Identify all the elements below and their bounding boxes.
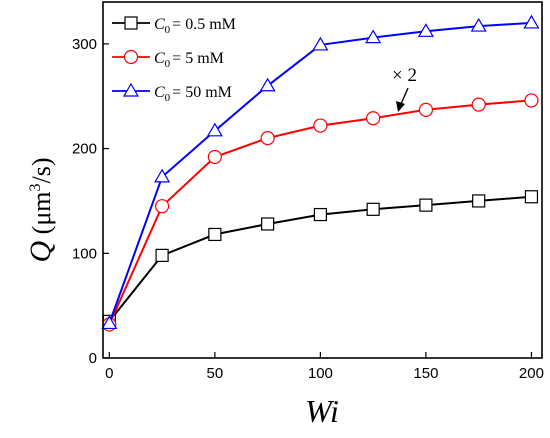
data-point-square <box>524 190 539 204</box>
legend-entry-2: C0 = 50 mM <box>112 82 232 104</box>
data-point-square <box>313 207 327 222</box>
y-axis-title: Q (μm3/s) <box>24 158 57 263</box>
x-tick-label: 200 <box>519 365 544 382</box>
data-point-triangle <box>365 29 382 44</box>
data-point-square <box>155 248 169 262</box>
axes-layer: 0 50 100 150 200 0 100 200 300 <box>72 36 544 382</box>
data-point-circle <box>154 199 170 214</box>
legend-entry-0: C0 = 0.5 mM <box>112 16 236 36</box>
x-tick-label: 0 <box>105 365 113 382</box>
data-point-square <box>419 198 433 212</box>
data-point-circle <box>524 93 539 108</box>
legend-label-1: C0 = 5 mM <box>154 50 224 70</box>
data-point-square <box>208 227 222 242</box>
data-point-triangle <box>101 315 118 330</box>
data-point-square <box>261 217 275 231</box>
data-point-circle <box>471 97 486 112</box>
data-point-circle <box>260 131 275 146</box>
annotation-times-two: × 2 <box>392 65 417 112</box>
y-tick-label: 0 <box>89 350 97 367</box>
data-point-triangle <box>206 122 223 137</box>
data-point-triangle <box>154 168 171 183</box>
data-point-triangle <box>259 77 276 92</box>
data-point-square <box>366 202 380 216</box>
legend-marker-triangle <box>122 82 140 97</box>
data-point-circle <box>418 102 434 117</box>
annotation-arrow-head <box>396 101 405 112</box>
plot-frame <box>102 1 543 359</box>
annotation-arrow-shaft <box>400 87 409 105</box>
x-tick-label: 50 <box>207 365 224 382</box>
legend-label-2: C0 = 50 mM <box>154 84 232 104</box>
y-tick-label: 200 <box>72 141 97 158</box>
legend-label-0: C0 = 0.5 mM <box>154 16 236 36</box>
data-point-triangle <box>523 14 540 29</box>
annotation-label: × 2 <box>392 65 417 86</box>
legend-marker-circle <box>123 49 139 65</box>
data-point-circle <box>207 149 222 165</box>
y-tick-label: 300 <box>72 36 97 53</box>
data-point-circle <box>313 118 328 133</box>
legend-marker-square <box>124 16 138 30</box>
data-point-triangle <box>312 36 329 51</box>
series-line-2 <box>108 21 532 324</box>
series-layer <box>101 14 540 332</box>
legend-entry-1: C0 = 5 mM <box>112 49 224 70</box>
x-tick-label: 150 <box>413 365 438 382</box>
y-tick-label: 100 <box>72 245 97 262</box>
data-point-triangle <box>417 23 434 37</box>
legend: C0 = 0.5 mM C0 = 5 mM C0 = 50 mM <box>112 16 236 104</box>
data-point-triangle <box>470 17 487 32</box>
data-point-circle <box>366 111 381 126</box>
x-axis-title: Wi <box>305 393 339 429</box>
data-point-square <box>472 194 486 208</box>
x-tick-label: 100 <box>308 365 333 382</box>
